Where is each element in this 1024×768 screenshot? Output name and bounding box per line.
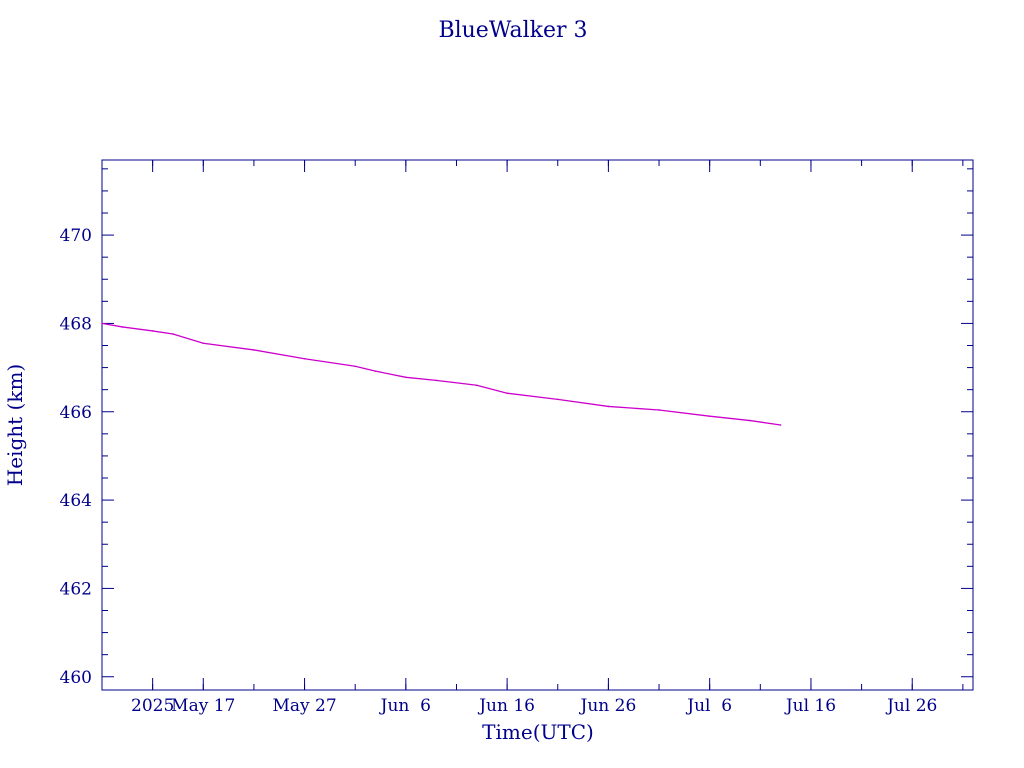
data-point <box>151 330 154 332</box>
data-point <box>506 392 508 395</box>
data-point <box>658 409 660 411</box>
data-point <box>121 326 124 328</box>
y-axis-label: Height (km) <box>3 364 27 486</box>
data-point <box>172 333 174 335</box>
x-tick-label: Jun 6 <box>379 696 431 716</box>
series-line <box>101 322 781 426</box>
data-point <box>475 384 478 387</box>
data-point <box>405 376 407 379</box>
x-tick-label: Jul 16 <box>784 696 836 716</box>
y-tick-labels: 460 462 464 466 468 470 <box>60 226 92 688</box>
x-tick-label: Jun 26 <box>579 696 637 716</box>
data-point <box>374 370 377 372</box>
data-point <box>253 349 255 351</box>
data-point <box>435 379 438 382</box>
y-tick-label: 460 <box>60 668 92 688</box>
x-tick-label: May 17 <box>171 696 235 716</box>
x-axis-label: Time(UTC) <box>482 720 594 744</box>
y-tick-label: 462 <box>60 579 92 599</box>
series-group <box>101 322 782 426</box>
plot-frame <box>101 159 974 691</box>
data-point <box>779 424 782 426</box>
y-tick-label: 470 <box>60 226 92 246</box>
chart-title: BlueWalker 3 <box>438 18 587 43</box>
data-point <box>303 357 306 360</box>
y-tick-label: 466 <box>60 403 92 423</box>
axis-ticks <box>101 160 973 690</box>
data-point <box>354 365 356 368</box>
data-point <box>556 398 559 401</box>
data-point <box>708 415 711 417</box>
data-point <box>607 405 610 408</box>
data-point <box>749 419 751 422</box>
y-tick-label: 468 <box>60 314 92 334</box>
data-point <box>202 342 205 345</box>
x-tick-label: Jul 26 <box>885 696 937 716</box>
x-tick-label: 2025 <box>131 696 174 716</box>
data-point <box>101 322 103 325</box>
y-tick-label: 464 <box>60 491 92 511</box>
x-tick-label: May 27 <box>272 696 336 716</box>
x-tick-label: Jul 6 <box>685 696 732 716</box>
x-tick-label: Jun 16 <box>477 696 535 716</box>
